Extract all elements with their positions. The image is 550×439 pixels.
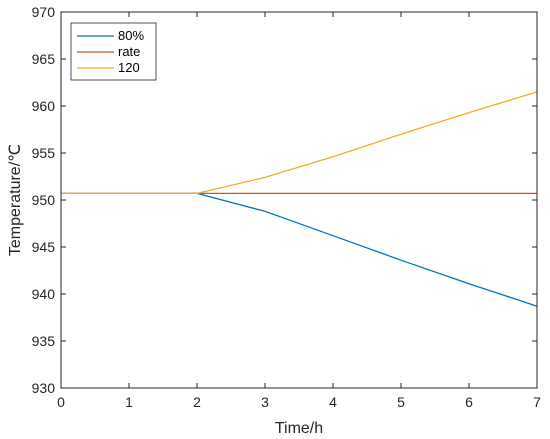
- x-axis-label: Time/h: [275, 420, 323, 437]
- x-tick-label: 5: [397, 394, 405, 410]
- y-tick-label: 960: [32, 98, 56, 114]
- plot-border: [60, 11, 538, 389]
- x-tick-label: 7: [533, 394, 541, 410]
- legend-label-120: 120: [118, 60, 140, 75]
- legend: 80% rate 120: [70, 22, 157, 81]
- y-tick-label: 970: [32, 4, 56, 20]
- x-tick-label: 6: [465, 394, 473, 410]
- y-tick-label: 935: [32, 333, 56, 349]
- y-tick-label: 965: [32, 51, 56, 67]
- y-tick-label: 955: [32, 145, 56, 161]
- legend-label-80: 80%: [118, 28, 144, 43]
- y-axis-label: Temperature/℃: [7, 144, 24, 256]
- legend-label-rate: rate: [118, 44, 140, 59]
- x-tick-label: 3: [261, 394, 269, 410]
- y-tick-label: 940: [32, 286, 56, 302]
- x-tick-label: 4: [329, 394, 337, 410]
- y-tick-label: 930: [32, 380, 56, 396]
- x-tick-label: 1: [125, 394, 133, 410]
- series-line-3: [61, 91, 538, 195]
- series-layer: [61, 91, 538, 307]
- y-tick-label: 945: [32, 239, 56, 255]
- x-tick-label: 0: [57, 394, 65, 410]
- y-tick-label: 950: [32, 192, 56, 208]
- x-tick-label: 2: [193, 394, 201, 410]
